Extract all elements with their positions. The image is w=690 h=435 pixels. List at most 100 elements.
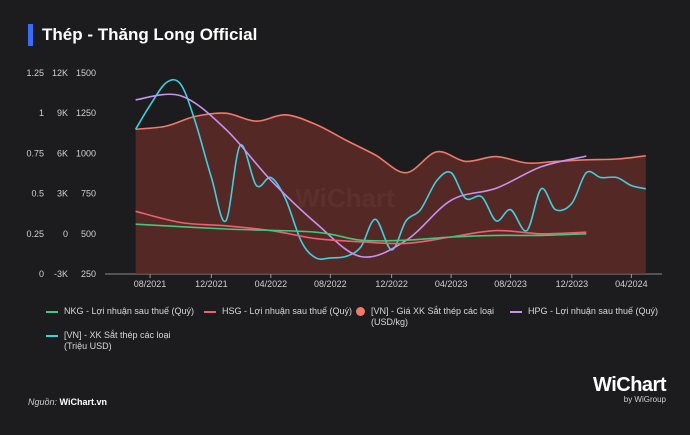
- point-hsg-9: [540, 233, 542, 235]
- point-price-7: [346, 140, 348, 142]
- y-tick-hpg-5: -3K: [54, 269, 68, 279]
- point-hpg-8: [495, 187, 497, 189]
- legend-swatch-hsg: [204, 311, 216, 313]
- point-export-20: [436, 180, 438, 182]
- y-tick-hpg-4: 0: [63, 229, 68, 239]
- point-price-1: [165, 125, 167, 127]
- y-tick-hpg-1: 9K: [57, 108, 68, 118]
- point-hsg-10: [585, 231, 587, 233]
- source-value: WiChart.vn: [59, 397, 107, 407]
- point-hpg-7: [450, 199, 452, 201]
- legend-label-nkg: NKG - Lợi nhuận sau thuế (Quý): [64, 306, 194, 316]
- point-price-6: [315, 124, 317, 126]
- point-price-16: [616, 158, 618, 160]
- series-line-hpg: [135, 93, 587, 258]
- point-nkg-4: [405, 239, 407, 241]
- legend-item-hpg[interactable]: HPG - Lợi nhuận sau thuế (Quý): [510, 306, 660, 317]
- point-price-5: [284, 114, 286, 116]
- point-export-1: [149, 104, 151, 106]
- point-hsg-6: [405, 243, 407, 245]
- point-hpg-1: [180, 95, 182, 97]
- point-price-12: [495, 156, 497, 158]
- x-tick-label-7: 12/2023: [556, 279, 589, 289]
- x-tick-label-3: 08/2022: [314, 279, 347, 289]
- wichart-logo: WiChart by WiGroup: [593, 374, 666, 404]
- x-tick-label-5: 04/2023: [435, 279, 468, 289]
- point-export-13: [329, 257, 331, 259]
- legend-item-export[interactable]: [VN] - XK Sắt thép các loại (Triệu USD): [46, 330, 186, 352]
- point-export-22: [465, 198, 467, 200]
- y-tick-nkg_hsg-3: 0.5: [31, 189, 44, 199]
- point-price-9: [405, 172, 407, 174]
- point-export-32: [616, 177, 618, 179]
- point-export-6: [225, 220, 227, 222]
- legend-swatch-nkg: [46, 311, 58, 313]
- title-accent: [28, 24, 33, 46]
- legend-label-price: [VN] - Giá XK Sắt thép các loại (USD/kg): [371, 306, 495, 327]
- point-export-24: [495, 220, 497, 222]
- legend-item-nkg[interactable]: NKG - Lợi nhuận sau thuế (Quý): [46, 306, 196, 317]
- point-price-8: [375, 154, 377, 156]
- y-tick-nkg_hsg-5: 0: [39, 269, 44, 279]
- point-nkg-2: [315, 231, 317, 233]
- y-tick-price-5: 250: [81, 269, 96, 279]
- y-tick-price-1: 1250: [76, 108, 96, 118]
- chart-canvas: 1.25 1 0.75 0.5 0.25 0 12K 9K 6K 3K 0 -3K 1500 1250 10…: [26, 68, 662, 289]
- point-nkg-1: [225, 228, 227, 230]
- point-export-31: [600, 177, 602, 179]
- point-export-3: [180, 83, 182, 85]
- x-tick-label-0: 08/2021: [134, 279, 167, 289]
- point-export-14: [346, 255, 348, 257]
- point-export-11: [301, 241, 303, 243]
- point-export-26: [526, 230, 528, 232]
- source-note: Nguồn: WiChart.vn: [28, 397, 107, 407]
- point-hpg-9: [540, 166, 542, 168]
- point-export-33: [631, 185, 633, 187]
- x-tick-label-8: 04/2024: [615, 279, 648, 289]
- legend-label-hpg: HPG - Lợi nhuận sau thuế (Quý): [528, 306, 658, 316]
- point-hsg-5: [360, 241, 362, 243]
- y-tick-hpg-3: 3K: [57, 189, 68, 199]
- point-export-27: [540, 188, 542, 190]
- point-export-19: [420, 209, 422, 211]
- legend-swatch-export: [46, 335, 58, 337]
- point-price-11: [465, 161, 467, 163]
- y-tick-hpg-2: 6K: [57, 148, 68, 158]
- point-hsg-8: [495, 230, 497, 232]
- point-export-34: [645, 188, 647, 190]
- x-tick-label-4: 12/2022: [375, 279, 408, 289]
- point-export-18: [405, 220, 407, 222]
- point-hpg-10: [585, 155, 587, 157]
- point-hsg-4: [315, 238, 317, 240]
- point-export-29: [571, 202, 573, 204]
- point-price-10: [436, 151, 438, 153]
- point-hpg-0: [135, 99, 137, 101]
- legend-item-price[interactable]: [VN] - Giá XK Sắt thép các loại (USD/kg): [356, 306, 506, 328]
- point-export-30: [585, 172, 587, 174]
- y-tick-nkg_hsg-0: 1.25: [26, 68, 44, 78]
- y-tick-price-2: 1000: [76, 148, 96, 158]
- point-hsg-2: [225, 225, 227, 227]
- source-label: Nguồn:: [28, 397, 58, 407]
- series-line-hsg: [135, 210, 587, 245]
- point-export-8: [256, 185, 258, 187]
- point-price-13: [526, 162, 528, 164]
- point-export-4: [194, 120, 196, 122]
- x-tick-label-1: 12/2021: [195, 279, 228, 289]
- point-price-17: [645, 155, 647, 157]
- y-tick-nkg_hsg-1: 1: [39, 108, 44, 118]
- title-bar: Thép - Thăng Long Official: [28, 24, 257, 46]
- legend-item-hsg[interactable]: HSG - Lợi nhuận sau thuế (Quý): [204, 306, 354, 317]
- series-line-nkg: [135, 223, 587, 242]
- y-tick-price-4: 500: [81, 229, 96, 239]
- point-price-15: [585, 159, 587, 161]
- point-export-0: [135, 128, 137, 130]
- point-export-9: [270, 177, 272, 179]
- point-nkg-0: [135, 223, 137, 225]
- point-price-3: [225, 112, 227, 114]
- point-export-5: [211, 177, 213, 179]
- logo-sub: by WiGroup: [623, 395, 666, 404]
- point-export-12: [315, 257, 317, 259]
- legend-label-hsg: HSG - Lợi nhuận sau thuế (Quý): [222, 306, 352, 316]
- legend-swatch-price: [356, 307, 365, 316]
